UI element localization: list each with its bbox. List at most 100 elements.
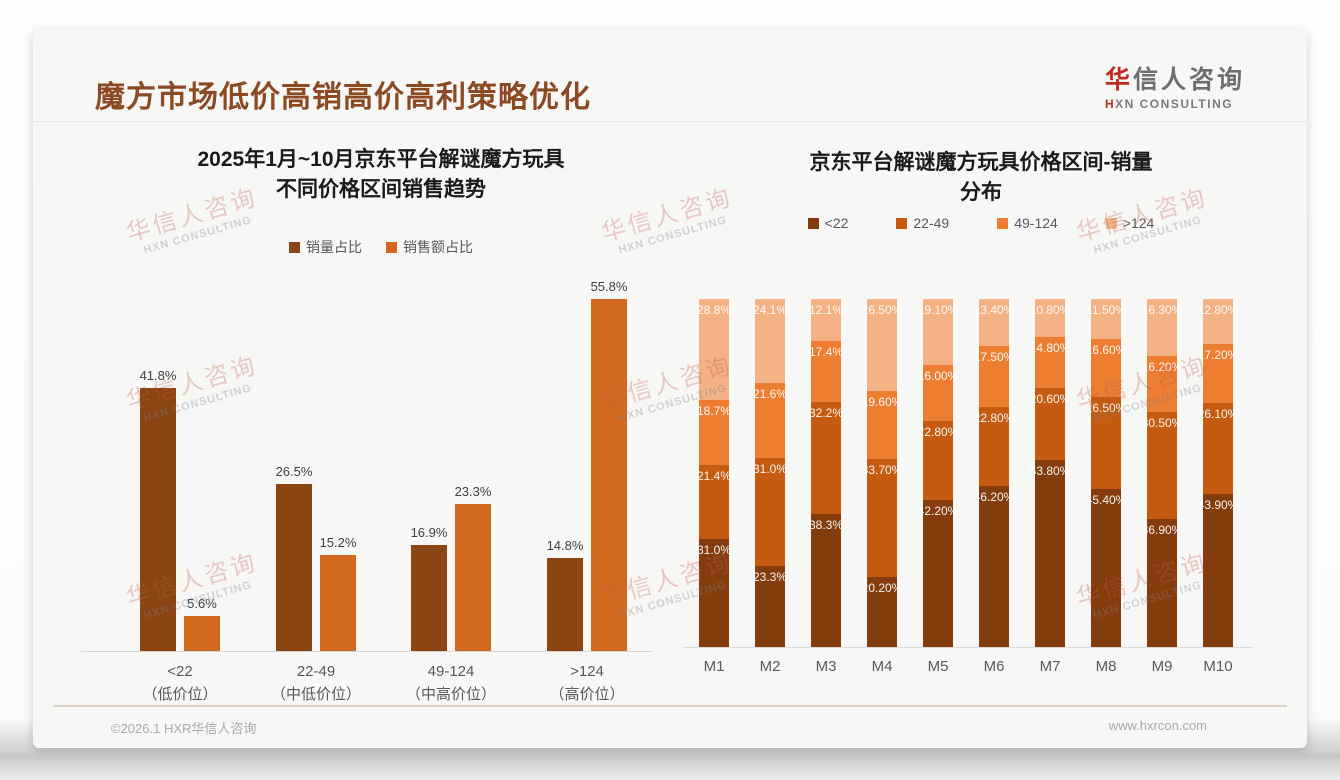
bar-segment — [699, 539, 729, 647]
category-range: <22 — [167, 663, 193, 680]
bar-segment — [923, 365, 953, 421]
category-label: <22 （低价位） — [100, 660, 260, 707]
segment-value-label: 53.80% — [1029, 463, 1071, 478]
slide-header: 魔方市场低价高销高价高利策略优化 华信人咨询 HXN CONSULTING — [33, 30, 1307, 122]
segment-value-label: 18.7% — [696, 403, 732, 418]
legend-label: 22-49 — [913, 215, 950, 231]
bar-value-label: 26.5% — [275, 464, 313, 480]
bar-value-label: 16.9% — [410, 524, 448, 540]
right-chart-legend: <22 22-49 49-124 >124 — [681, 215, 1281, 231]
segment-value-label: 45.40% — [1085, 493, 1127, 508]
category-range: >124 — [570, 663, 604, 680]
left-chart-title-line2: 不同价格区间销售趋势 — [276, 178, 486, 202]
bar-segment — [979, 346, 1009, 407]
bar — [455, 504, 491, 651]
bar — [140, 387, 176, 651]
bar-segment — [811, 299, 841, 342]
segment-value-label: 33.70% — [861, 463, 903, 478]
bar-segment — [1091, 299, 1121, 340]
segment-value-label: 19.10% — [917, 302, 959, 317]
segment-value-label: 12.1% — [808, 303, 844, 317]
x-axis-label: M1 — [703, 658, 725, 675]
bar-segment — [923, 298, 953, 366]
segment-value-label: 46.20% — [973, 490, 1015, 505]
left-chart-title-line1: 2025年1月~10月京东平台解谜魔方玩具 — [197, 148, 565, 171]
bar-segment — [1091, 396, 1121, 490]
bar-value-label: 14.8% — [546, 537, 584, 553]
category-tier: （中高价位） — [405, 686, 496, 704]
bar-segment — [867, 299, 897, 392]
right-chart-title-line1: 京东平台解谜魔方玩具价格区间-销量 — [809, 151, 1153, 174]
watermark-line2: HXN CONSULTING — [1092, 214, 1204, 257]
segment-value-label: 21.6% — [752, 386, 788, 401]
bar-segment — [1147, 356, 1177, 413]
bar-value-label: 15.2% — [319, 535, 357, 551]
segment-value-label: 16.00% — [917, 369, 959, 384]
x-axis-label: M3 — [815, 658, 837, 675]
bar-segment — [1147, 299, 1177, 357]
bar-segment — [867, 391, 897, 460]
legend-swatch — [896, 217, 908, 229]
bar-segment — [1203, 403, 1233, 495]
footer-website: www.hxrcon.com — [1108, 718, 1207, 733]
bar-segment — [811, 401, 841, 514]
bar-segment — [1203, 343, 1233, 404]
bar — [184, 615, 220, 651]
bar-segment — [1035, 299, 1065, 337]
segment-value-label: 14.80% — [1029, 340, 1071, 355]
legend-label: 49-124 — [1014, 215, 1058, 231]
bar-segment — [1035, 459, 1065, 647]
bar-segment — [923, 500, 953, 647]
x-axis-label: M5 — [927, 658, 949, 675]
x-axis-label: M2 — [759, 658, 781, 675]
bar — [276, 484, 312, 651]
legend-item: 销量占比 — [289, 237, 362, 257]
category-label: 49-124 （中高价位） — [371, 660, 531, 707]
x-axis-label: M4 — [871, 658, 893, 675]
legend-label: 销售额占比 — [403, 239, 473, 255]
bar-segment — [1203, 494, 1233, 647]
segment-value-label: 22.80% — [973, 410, 1015, 425]
category-range: 22-49 — [296, 663, 336, 680]
bar-segment — [1035, 336, 1065, 389]
legend-swatch — [289, 241, 300, 253]
segment-value-label: 26.10% — [1197, 407, 1239, 422]
segment-value-label: 16.30% — [1141, 303, 1183, 318]
segment-value-label: 20.20% — [861, 580, 903, 595]
bar-segment — [755, 299, 785, 383]
segment-value-label: 38.3% — [808, 517, 844, 532]
segment-value-label: 26.50% — [861, 303, 903, 317]
segment-value-label: 31.0% — [696, 543, 732, 558]
segment-value-label: 20.60% — [1029, 392, 1071, 407]
segment-value-label: 11.50% — [1086, 303, 1126, 317]
legend-item: 销售额占比 — [386, 237, 473, 257]
bar-segment — [1035, 388, 1065, 460]
segment-value-label: 16.60% — [1085, 343, 1127, 358]
x-axis-label: M7 — [1039, 658, 1061, 675]
legend-label: >124 — [1122, 215, 1155, 231]
bar-segment — [1147, 412, 1177, 519]
category-tier: （中低价位） — [270, 686, 361, 704]
segment-value-label: 22.80% — [917, 424, 959, 439]
left-chart-plot: 41.8% 5.6% <22 （低价位） 26.5% 15.2% 22-49 （中低价位） 16… — [81, 279, 651, 703]
legend-swatch — [807, 217, 819, 229]
segment-value-label: 17.20% — [1197, 347, 1239, 362]
segment-value-label: 26.50% — [1085, 400, 1127, 415]
segment-value-label: 31.0% — [752, 462, 788, 477]
segment-value-label: 13.40% — [973, 303, 1015, 318]
bar — [411, 544, 447, 651]
bar-value-label: 55.8% — [590, 279, 628, 295]
segment-value-label: 36.90% — [1141, 522, 1183, 537]
legend-item: 22-49 — [896, 215, 949, 231]
bar-segment — [979, 299, 1009, 346]
category-range: 49-124 — [427, 663, 475, 680]
legend-item: <22 — [807, 215, 848, 231]
right-chart-plot: 31.0% 21.4% 18.7% 28.8% M1 23.3% 31.0% 21.6% 24.… — [683, 298, 1253, 675]
bar-segment — [699, 464, 729, 540]
logo-english-name: HXN CONSULTING — [1104, 97, 1234, 111]
right-chart-title: 京东平台解谜魔方玩具价格区间-销量 分布 — [681, 148, 1281, 209]
bar-segment — [811, 341, 841, 402]
bar-segment — [811, 513, 841, 647]
bar-value-label: 5.6% — [187, 595, 217, 611]
bar-segment — [1091, 339, 1121, 397]
